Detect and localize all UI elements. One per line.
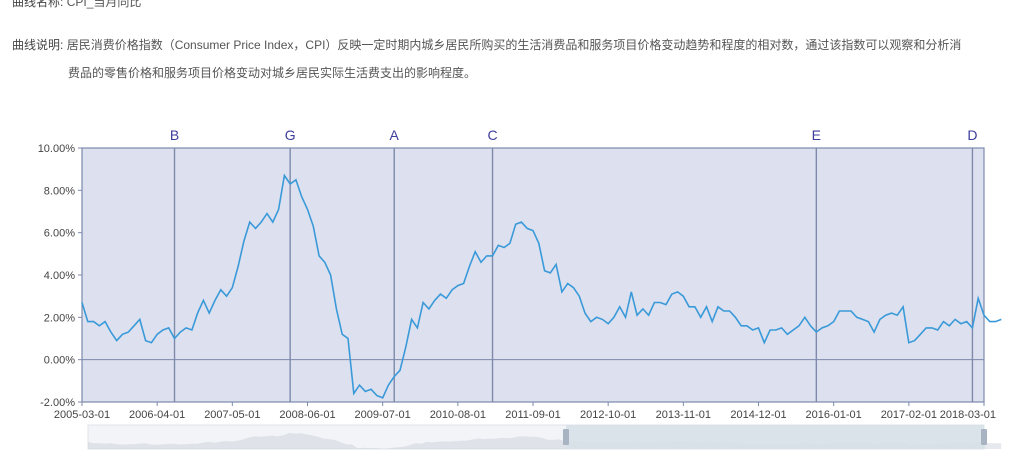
x-tick-label: 2008-06-01 — [279, 409, 335, 421]
series-line-cpi — [81, 173, 1002, 399]
y-tick-label: 0.00% — [44, 355, 75, 367]
x-tick-label: 2010-08-01 — [430, 409, 486, 421]
x-tick-label: 2016-01-01 — [806, 409, 862, 421]
x-tick-label: 2014-12-01 — [730, 409, 786, 421]
curve-desc-row: 曲线说明: 居民消费价格指数（Consumer Price Index，CPI）… — [12, 36, 961, 53]
curve-desc-line2: 费品的零售价格和服务项目价格变动对城乡居民实际生活费支出的影响程度。 — [68, 66, 477, 80]
y-tick-label: 6.00% — [44, 228, 75, 240]
x-tick-label: 2011-09-01 — [505, 409, 560, 421]
curve-name-row: 曲线名称: CPI_当月同比 — [12, 0, 141, 10]
zoom-handle-left[interactable] — [563, 429, 569, 445]
x-tick-label: 2013-11-01 — [656, 409, 711, 421]
data-zoom-slider[interactable] — [87, 424, 1002, 450]
marker-label-a: A — [390, 127, 400, 143]
x-tick-label: 2017-02-01 — [881, 409, 937, 421]
y-tick-label: 10.00% — [38, 143, 76, 155]
curve-name-label: 曲线名称: — [12, 0, 64, 9]
curve-desc-row-2: 费品的零售价格和服务项目价格变动对城乡居民实际生活费支出的影响程度。 — [68, 64, 476, 81]
marker-label-b: B — [170, 127, 179, 143]
x-tick-label: 2007-05-01 — [204, 409, 260, 421]
marker-label-c: C — [487, 127, 497, 143]
zoom-selected-window[interactable] — [566, 425, 984, 449]
x-tick-label: 2006-04-01 — [129, 409, 185, 421]
zoom-handle-right[interactable] — [981, 429, 987, 445]
plot-area — [81, 147, 985, 403]
y-tick-label: 8.00% — [44, 185, 75, 197]
marker-label-e: E — [812, 127, 821, 143]
marker-label-d: D — [967, 127, 977, 143]
x-tick-label: 2018-03-01 — [940, 409, 996, 421]
y-tick-label: -2.00% — [40, 397, 75, 409]
marker-label-g: G — [285, 127, 296, 143]
curve-desc-line1: 居民消费价格指数（Consumer Price Index，CPI）反映一定时期… — [66, 38, 962, 52]
x-tick-label: 2005-03-01 — [54, 409, 110, 421]
curve-desc-label: 曲线说明: — [12, 38, 64, 52]
x-tick-label: 2012-10-01 — [580, 409, 636, 421]
y-tick-label: 4.00% — [44, 270, 75, 282]
y-axis-ticks: -2.00% 0.00% 2.00% 4.00% 6.00% 8.00% 10.00% — [38, 143, 82, 409]
x-tick-label: 2009-07-01 — [355, 409, 411, 421]
x-axis-ticks: 2005-03-01 2006-04-01 2007-05-01 2008-06-01… — [54, 402, 996, 421]
y-tick-label: 2.00% — [44, 312, 75, 324]
curve-name-value: CPI_当月同比 — [66, 0, 142, 9]
